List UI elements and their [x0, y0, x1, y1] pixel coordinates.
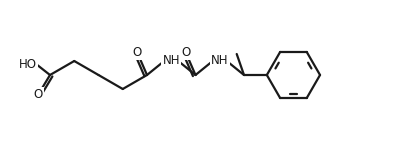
Text: NH: NH — [211, 54, 228, 68]
Text: O: O — [133, 46, 142, 59]
Text: O: O — [33, 88, 43, 102]
Text: NH: NH — [162, 54, 180, 68]
Text: HO: HO — [19, 57, 37, 70]
Text: O: O — [181, 46, 190, 59]
